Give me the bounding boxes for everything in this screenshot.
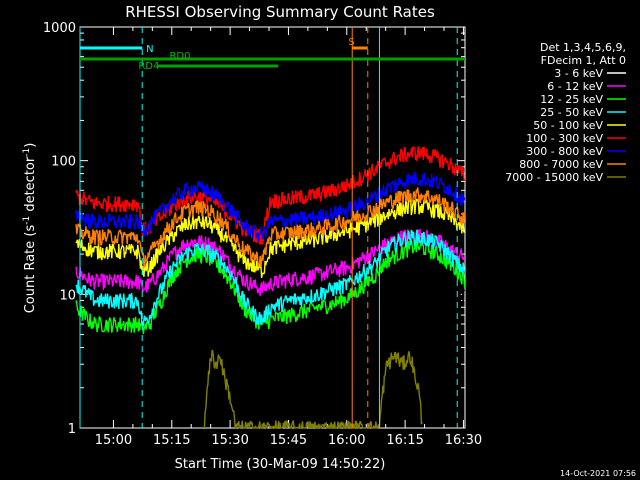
y-tick-label-2: 100 [51, 155, 76, 170]
y-axis-label: Count Rate (s-1 detector-1) [22, 143, 38, 314]
legend-header-0: Det 1,3,4,5,6,9, [540, 41, 626, 54]
legend-entry-5: 100 - 300 keV [526, 132, 603, 145]
legend-entry-0: 3 - 6 keV [554, 67, 603, 80]
annotation-label-s: S [348, 37, 354, 48]
series-line-1 [75, 228, 466, 296]
y-axis-label-part1: Count Rate (s [23, 225, 38, 314]
legend: Det 1,3,4,5,6,9,FDecim 1, Att 03 - 6 keV… [505, 41, 626, 184]
legend-entry-2: 12 - 25 keV [540, 93, 603, 106]
x-axis-label: Start Time (30-Mar-09 14:50:22) [175, 457, 386, 472]
annotation-label-n: N [146, 44, 153, 55]
series-line-4 [75, 198, 465, 279]
x-tick-label-0: 15:00 [95, 433, 132, 448]
series-line-3 [75, 229, 466, 327]
legend-entry-1: 6 - 12 keV [547, 80, 603, 93]
y-axis-label-part3: ) [23, 143, 38, 148]
x-tick-label-2: 15:30 [211, 433, 248, 448]
legend-header-1: FDecim 1, Att 0 [541, 54, 626, 67]
plot-area: 1 10 100 1000 15:00 15:15 15:30 15:45 16:00 16:15… [43, 21, 482, 448]
chart-title: RHESSI Observing Summary Count Rates [125, 3, 435, 21]
legend-entry-7: 800 - 7000 keV [519, 158, 603, 171]
timestamp-footer: 14-Oct-2021 07:56 [560, 469, 636, 478]
x-tick-label-1: 15:15 [153, 433, 190, 448]
x-tick-label-4: 16:00 [328, 433, 365, 448]
y-axis-label-sup2: -1 [22, 148, 32, 157]
series-line-0 [75, 263, 466, 348]
y-axis-label-part2: detector [23, 156, 38, 216]
series-line-2 [75, 238, 466, 334]
legend-entry-3: 25 - 50 keV [540, 106, 603, 119]
y-tick-label-1: 10 [59, 288, 76, 303]
series-line-6 [75, 171, 466, 242]
y-tick-label-0: 1 [68, 422, 76, 437]
annotation-label-rd0: RD0 [169, 51, 190, 62]
annotation-label-rd4: RD4 [138, 61, 159, 72]
y-tick-label-3: 1000 [43, 21, 76, 36]
series-line-7 [75, 187, 466, 268]
x-tick-label-5: 16:15 [386, 433, 423, 448]
y-axis-label-sup1: -1 [22, 216, 32, 225]
legend-entry-6: 300 - 800 keV [526, 145, 603, 158]
series-line-8 [203, 349, 423, 429]
legend-entry-4: 50 - 100 keV [533, 119, 603, 132]
x-tick-label-6: 16:30 [445, 433, 482, 448]
x-tick-label-3: 15:45 [270, 433, 307, 448]
legend-entry-8: 7000 - 15000 keV [505, 171, 603, 184]
